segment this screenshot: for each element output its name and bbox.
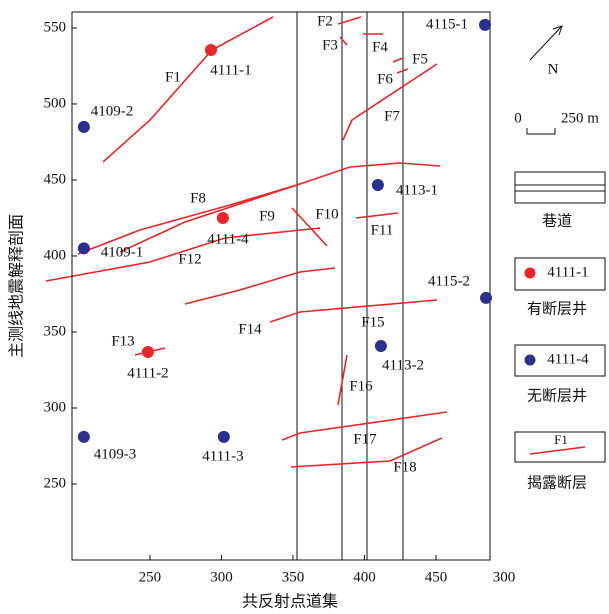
x-axis-title: 共反射点道集 xyxy=(242,593,338,611)
well-label: 4111-4 xyxy=(207,231,249,247)
north-label: N xyxy=(548,61,559,77)
fault-label: F17 xyxy=(353,431,377,447)
well-label: 4113-2 xyxy=(382,357,424,373)
well-point xyxy=(217,430,230,443)
y-tick-label: 250 xyxy=(44,475,67,491)
north-arrow-head xyxy=(552,25,563,36)
legend-box xyxy=(514,171,606,204)
legend-box xyxy=(514,431,606,463)
well-point xyxy=(141,346,154,359)
fault-label: F5 xyxy=(412,51,428,67)
well-labels: 4111-1 4111-4 4111-2 4109-2 4115-1 4113-… xyxy=(91,16,470,464)
y-tick-label: 500 xyxy=(44,95,67,111)
well-label: 4109-2 xyxy=(91,103,134,119)
x-tick-label: 250 xyxy=(139,569,162,585)
fault-label: F1 xyxy=(165,69,181,85)
well-label: 4113-1 xyxy=(396,182,438,198)
fault-label: F16 xyxy=(349,378,373,394)
well-point xyxy=(216,211,229,224)
fault-label: F11 xyxy=(371,222,394,238)
legend-label: 无断层井 xyxy=(527,387,587,404)
fault-label: F18 xyxy=(393,459,416,475)
north-arrow xyxy=(529,26,562,61)
fault-label: F8 xyxy=(190,190,206,206)
fault-label: F14 xyxy=(238,321,262,337)
well-label: 4111-1 xyxy=(210,62,251,78)
well-point xyxy=(204,44,217,57)
scale-label: 0 xyxy=(514,110,522,126)
well-label: 4109-3 xyxy=(94,446,137,462)
fault-label: F6 xyxy=(377,71,393,87)
well-label: 4111-2 xyxy=(127,365,168,381)
legend-box xyxy=(514,257,606,291)
well-point xyxy=(478,18,491,31)
well-point xyxy=(77,430,90,443)
legend-label: 巷道 xyxy=(542,212,572,229)
fault-sample xyxy=(529,446,586,455)
well-point xyxy=(374,339,387,352)
x-tick-label: 400 xyxy=(353,569,376,585)
fault-label: F12 xyxy=(178,251,201,267)
y-tick-label: 550 xyxy=(44,19,67,35)
y-tick-label: 350 xyxy=(44,323,67,339)
fault-labels: F1 F2 F3 F4 F5 F6 F7 F8 F9 F10 F11 F12 F… xyxy=(111,13,428,475)
well-point xyxy=(479,291,492,304)
well-label: 4115-1 xyxy=(426,16,468,32)
legend-label: 揭露断层 xyxy=(527,474,587,491)
y-tick-label: 450 xyxy=(44,171,67,187)
legend-marker xyxy=(524,267,536,279)
legend-sample-label: 4111-1 xyxy=(547,264,588,280)
x-tick-label: 300 xyxy=(210,569,233,585)
fault-label: F10 xyxy=(315,206,338,222)
fault-label: F3 xyxy=(322,37,338,53)
legend-sample-label: 4111-4 xyxy=(547,351,589,367)
fault-label: F13 xyxy=(111,333,134,349)
x-tick-label: 350 xyxy=(282,569,305,585)
fault-label: F2 xyxy=(317,13,333,29)
fault-lines xyxy=(45,16,448,468)
well-label: 4115-2 xyxy=(428,273,470,289)
legend-sample-label: F1 xyxy=(554,432,568,447)
fault-label: F4 xyxy=(372,39,388,55)
plot-frame xyxy=(71,11,491,561)
fault-label: F15 xyxy=(361,314,384,330)
y-tick-label: 300 xyxy=(44,399,67,415)
fault-label: F7 xyxy=(384,108,400,124)
well-point xyxy=(371,178,384,191)
well-label: 4111-3 xyxy=(202,448,243,464)
scale-label: 250 m xyxy=(561,110,599,126)
x-tick-label: 300 xyxy=(493,569,516,585)
roadways xyxy=(296,12,404,560)
x-tick-label: 450 xyxy=(425,569,448,585)
well-point xyxy=(77,242,90,255)
legend-marker xyxy=(524,354,536,366)
scale-bar xyxy=(526,128,556,135)
well-point xyxy=(77,120,90,133)
fault-label: F9 xyxy=(259,208,275,224)
well-label: 4109-1 xyxy=(101,244,144,260)
legend: N 0 250 m 巷道 F1 揭露断层 xyxy=(514,25,606,491)
legend-label: 有断层井 xyxy=(527,300,587,317)
y-axis-title: 主测线地震解释剖面 xyxy=(8,214,26,358)
y-tick-label: 400 xyxy=(44,247,67,263)
legend-box xyxy=(514,344,606,377)
